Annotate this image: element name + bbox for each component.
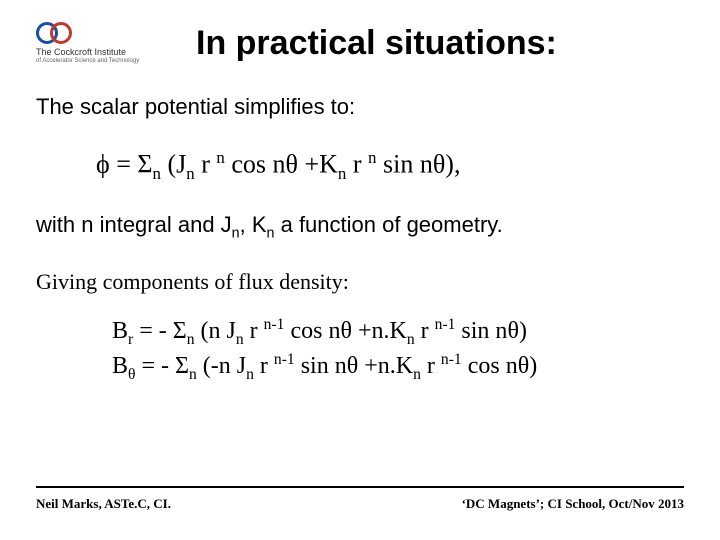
lead2: Giving components of flux density: <box>36 269 684 295</box>
eq-Br: Br = - Σn (n Jn r n-1 cos nθ +n.Kn r n-1… <box>112 315 684 350</box>
sym-theta: θ <box>518 353 530 379</box>
t: r <box>415 318 435 344</box>
equation-B: Br = - Σn (n Jn r n-1 cos nθ +n.Kn r n-1… <box>112 315 684 385</box>
t: (-n J <box>197 353 246 379</box>
sub-n: n <box>187 331 195 348</box>
sym-sigma: Σ <box>175 353 189 379</box>
t: +K <box>298 150 338 179</box>
footer-left: Neil Marks, ASTe.C, CI. <box>36 496 171 512</box>
sym-sigma: Σ <box>137 150 152 179</box>
equation-phi: ϕ = Σn (Jn r n cos nθ +Kn r n sin nθ), <box>96 148 684 184</box>
t: , K <box>240 212 267 237</box>
sup-nm1: n-1 <box>274 351 295 368</box>
sym-theta: θ <box>507 318 519 344</box>
sym-phi: ϕ <box>96 150 110 179</box>
sym-theta: θ <box>433 150 445 179</box>
header: The Cockcroft Institute of Accelerator S… <box>36 18 684 64</box>
slide: The Cockcroft Institute of Accelerator S… <box>0 0 720 540</box>
sup-nm1: n-1 <box>264 316 285 333</box>
t: (n J <box>195 318 236 344</box>
sub-n: n <box>407 331 415 348</box>
sub-n: n <box>232 225 240 241</box>
t: ) <box>519 318 527 344</box>
sub-n: n <box>246 366 254 383</box>
t: (J <box>161 150 186 179</box>
t: cos n <box>462 353 518 379</box>
sym-theta: θ <box>285 150 297 179</box>
sub-theta: θ <box>128 366 135 383</box>
t: sin n <box>376 150 432 179</box>
t: r <box>195 150 217 179</box>
logo: The Cockcroft Institute of Accelerator S… <box>36 18 176 64</box>
t: r <box>421 353 441 379</box>
sub-n: n <box>236 331 244 348</box>
t: +n.K <box>352 318 407 344</box>
t: ) <box>529 353 537 379</box>
t: sin n <box>295 353 347 379</box>
sup-nm1: n-1 <box>441 351 462 368</box>
sym-theta: θ <box>340 318 352 344</box>
footer-right: ‘DC Magnets’; CI School, Oct/Nov 2013 <box>462 496 684 512</box>
logo-line2: of Accelerator Science and Technology <box>36 58 176 64</box>
t: r <box>254 353 274 379</box>
divider <box>36 486 684 488</box>
body: The scalar potential simplifies to: ϕ = … <box>36 94 684 385</box>
intro-text: The scalar potential simplifies to: <box>36 94 684 120</box>
t: +n.K <box>358 353 413 379</box>
sub-n: n <box>413 366 421 383</box>
t: B <box>112 318 128 344</box>
t: ), <box>445 150 460 179</box>
t: cos n <box>284 318 340 344</box>
sym-theta: θ <box>347 353 359 379</box>
mid-text: with n integral and Jn, Kn a function of… <box>36 212 684 241</box>
sym-sigma: Σ <box>173 318 187 344</box>
footer: Neil Marks, ASTe.C, CI. ‘DC Magnets’; CI… <box>36 486 684 512</box>
logo-circles-icon <box>36 18 82 48</box>
t: a function of geometry. <box>274 212 502 237</box>
logo-line1: The Cockcroft Institute <box>36 48 176 58</box>
t: r <box>346 150 368 179</box>
t: cos n <box>225 150 286 179</box>
eq-Btheta: Bθ = - Σn (-n Jn r n-1 sin nθ +n.Kn r n-… <box>112 350 684 385</box>
sub-n: n <box>186 164 194 183</box>
t: = - <box>136 353 176 379</box>
t: with n integral and J <box>36 212 232 237</box>
t: B <box>112 353 128 379</box>
page-title: In practical situations: <box>196 24 557 63</box>
sub-n: n <box>153 164 161 183</box>
sup-n: n <box>216 148 224 167</box>
t: = <box>110 150 138 179</box>
sup-nm1: n-1 <box>435 316 456 333</box>
sub-n: n <box>189 366 197 383</box>
t: r <box>244 318 264 344</box>
t: = - <box>133 318 173 344</box>
t: sin n <box>455 318 507 344</box>
